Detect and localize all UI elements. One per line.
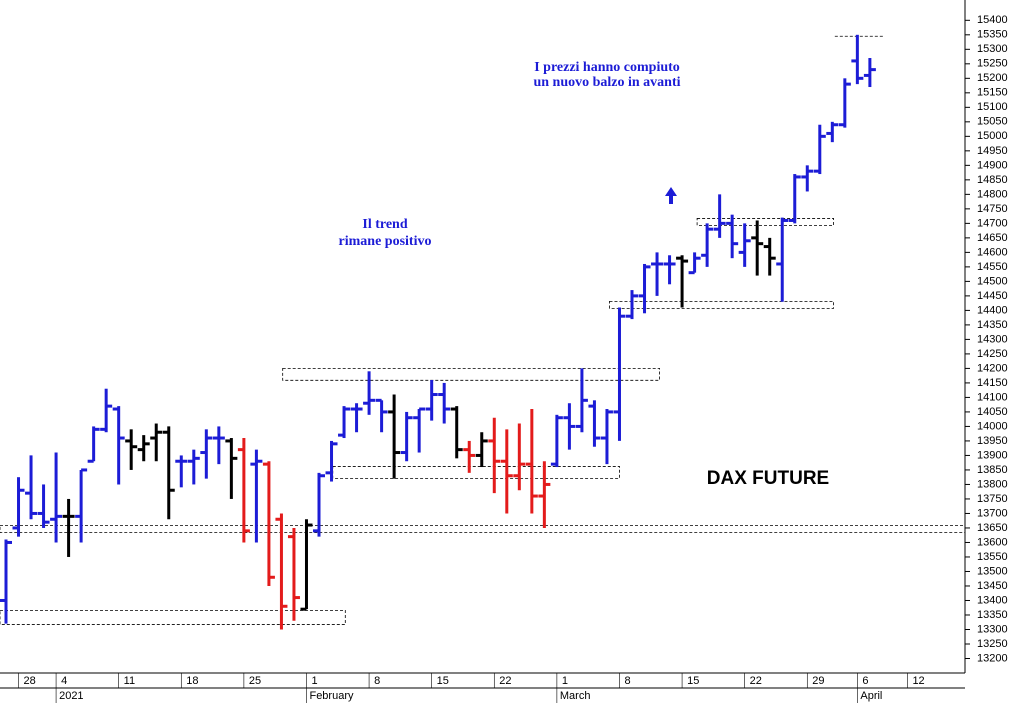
y-tick-label: 13350 — [977, 609, 1008, 621]
y-tick-label: 14850 — [977, 174, 1008, 186]
x-tick-label: 22 — [750, 675, 762, 687]
y-tick-label: 14450 — [977, 290, 1008, 302]
zone-box — [282, 368, 660, 381]
annotation: Il trend — [362, 217, 407, 232]
y-tick-label: 15100 — [977, 101, 1008, 113]
zone-box — [609, 300, 834, 309]
y-tick-label: 13950 — [977, 435, 1008, 447]
y-tick-label: 13450 — [977, 580, 1008, 592]
x-tick-label: 1 — [311, 675, 317, 687]
y-tick-label: 14900 — [977, 159, 1008, 171]
y-tick-label: 14650 — [977, 232, 1008, 244]
y-tick-label: 15050 — [977, 116, 1008, 128]
zone-box — [696, 218, 834, 226]
y-tick-label: 14350 — [977, 319, 1008, 331]
y-tick-label: 15150 — [977, 87, 1008, 99]
y-tick-label: 15400 — [977, 14, 1008, 26]
x-tick-label: 22 — [499, 675, 511, 687]
y-tick-label: 14700 — [977, 217, 1008, 229]
y-tick-label: 14050 — [977, 406, 1008, 418]
y-tick-label: 15200 — [977, 72, 1008, 84]
y-tick-label: 14100 — [977, 391, 1008, 403]
zone-box — [0, 524, 966, 533]
month-label: 2021 — [59, 690, 83, 702]
y-tick-label: 14400 — [977, 304, 1008, 316]
month-label: February — [309, 690, 354, 702]
x-tick-label: 12 — [912, 675, 924, 687]
x-tick-label: 29 — [812, 675, 824, 687]
month-label: April — [860, 690, 882, 702]
y-tick-label: 13750 — [977, 493, 1008, 505]
y-tick-label: 13250 — [977, 638, 1008, 650]
x-tick-label: 25 — [249, 675, 261, 687]
annotation: rimane positivo — [339, 234, 432, 249]
plot-area — [0, 0, 965, 673]
x-tick-label: 6 — [862, 675, 868, 687]
annotation: un nuovo balzo in avanti — [533, 75, 680, 90]
y-tick-label: 14000 — [977, 420, 1008, 432]
y-tick-label: 14550 — [977, 261, 1008, 273]
y-tick-label: 14600 — [977, 246, 1008, 258]
y-tick-label: 13400 — [977, 594, 1008, 606]
x-tick-label: 15 — [437, 675, 449, 687]
y-tick-label: 15250 — [977, 58, 1008, 70]
y-tick-label: 13900 — [977, 449, 1008, 461]
y-tick-label: 13700 — [977, 507, 1008, 519]
y-tick-label: 13200 — [977, 652, 1008, 664]
x-tick-label: 18 — [186, 675, 198, 687]
y-tick-label: 13600 — [977, 536, 1008, 548]
x-tick-label: 15 — [687, 675, 699, 687]
x-tick-label: 28 — [24, 675, 36, 687]
y-tick-label: 14250 — [977, 348, 1008, 360]
y-tick-label: 15000 — [977, 130, 1008, 142]
y-tick-label: 14500 — [977, 275, 1008, 287]
y-tick-label: 14950 — [977, 145, 1008, 157]
y-tick-label: 13650 — [977, 522, 1008, 534]
y-tick-label: 14300 — [977, 333, 1008, 345]
y-tick-label: 13800 — [977, 478, 1008, 490]
x-tick-label: 8 — [624, 675, 630, 687]
y-tick-label: 15350 — [977, 29, 1008, 41]
chart-title: DAX FUTURE — [707, 468, 829, 489]
zone-box — [0, 609, 346, 625]
annotation: I prezzi hanno compiuto — [534, 60, 680, 75]
x-tick-label: 4 — [61, 675, 67, 687]
x-tick-label: 8 — [374, 675, 380, 687]
y-tick-label: 13300 — [977, 623, 1008, 635]
y-tick-label: 13500 — [977, 565, 1008, 577]
y-tick-label: 15300 — [977, 43, 1008, 55]
y-tick-label: 14800 — [977, 188, 1008, 200]
y-tick-label: 13550 — [977, 551, 1008, 563]
x-tick-label: 1 — [562, 675, 568, 687]
arrow-up — [665, 187, 677, 204]
y-tick-label: 14150 — [977, 377, 1008, 389]
x-tick-label: 11 — [124, 675, 135, 687]
month-label: March — [560, 690, 591, 702]
y-tick-label: 13850 — [977, 464, 1008, 476]
y-tick-label: 14200 — [977, 362, 1008, 374]
y-tick-label: 14750 — [977, 203, 1008, 215]
